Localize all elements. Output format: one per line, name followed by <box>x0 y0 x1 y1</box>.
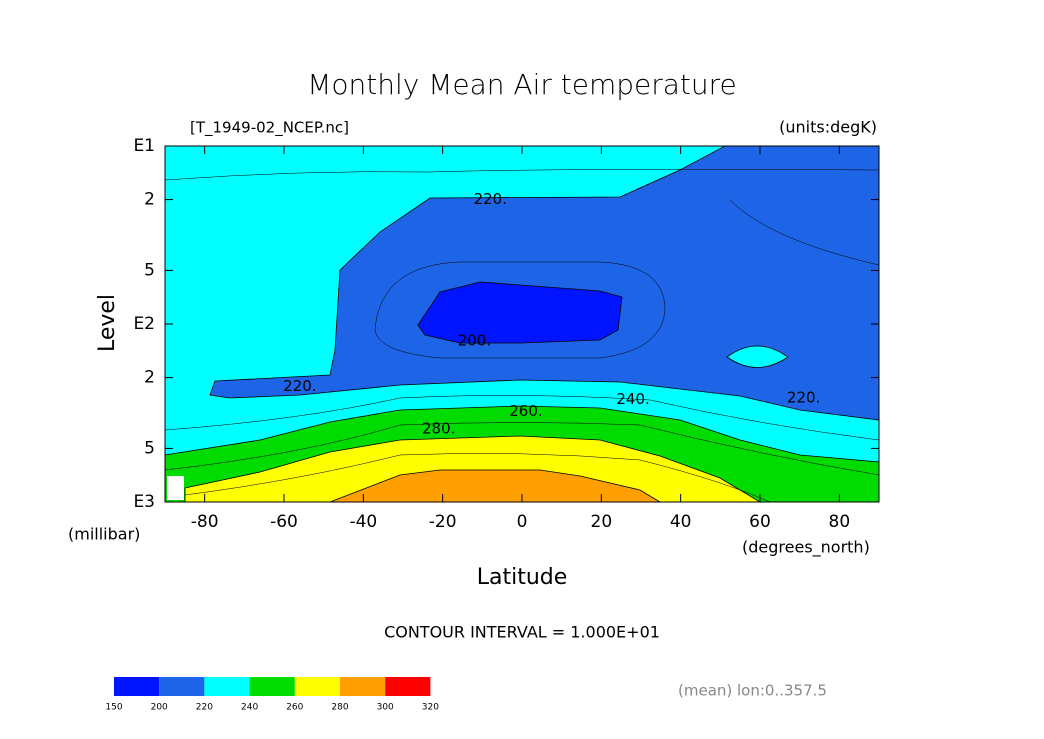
colorbar-label: 220 <box>196 703 213 713</box>
x-tick-label: 80 <box>829 512 851 532</box>
contour-line <box>164 169 880 181</box>
x-tick-label: -20 <box>429 512 457 532</box>
x-tick-label: 20 <box>591 512 613 532</box>
x-tick-label: 60 <box>749 512 771 532</box>
y-tick-label: 5 <box>144 438 155 458</box>
colorbar-label: 280 <box>331 703 348 713</box>
contour-line <box>164 395 880 441</box>
colorbar-swatch <box>340 677 386 696</box>
contour-label: 220. <box>474 190 507 208</box>
contour-label: 240. <box>616 390 649 408</box>
y-axis-label: Level <box>95 294 120 352</box>
x-tick-label: 40 <box>670 512 692 532</box>
contour-label: 260. <box>509 402 542 420</box>
y-tick-label: 2 <box>144 190 155 210</box>
chart-title: Monthly Mean Air temperature <box>307 68 737 101</box>
footer: CONTOUR INTERVAL = 1.000E+01 <box>384 623 660 642</box>
colorbar-label: 240 <box>241 703 258 713</box>
colorbar-swatch <box>294 677 340 696</box>
contour-region <box>726 345 789 368</box>
colorbar-label: 260 <box>286 703 303 713</box>
missing-data <box>167 476 184 500</box>
x-tick-label: -80 <box>191 512 219 532</box>
subtitle-right: (units:degK) <box>779 118 877 137</box>
contour-plot: 220. 200. 220. 240. 260. 280. 220. <box>164 145 880 503</box>
contour-line <box>374 261 666 359</box>
contour-label: 200. <box>458 332 491 350</box>
note: (mean) lon:0..357.5 <box>678 682 827 700</box>
y-tick-label: E3 <box>133 492 155 512</box>
y-tick-label: 2 <box>144 368 155 388</box>
y-units: (millibar) <box>68 525 140 544</box>
x-tick-label: 0 <box>517 512 528 532</box>
contour-line <box>164 422 880 476</box>
colorbar-swatch <box>249 677 295 696</box>
y-tick-label: 5 <box>144 260 155 280</box>
x-tick-label: -40 <box>349 512 377 532</box>
x-units: (degrees_north) <box>742 538 870 558</box>
colorbar-label: 300 <box>377 703 394 713</box>
contour-region <box>417 281 623 344</box>
colorbar-swatch <box>385 677 431 696</box>
colorbar-label: 320 <box>422 703 439 713</box>
colorbar-label: 200 <box>151 703 168 713</box>
contour-line <box>184 453 771 503</box>
colorbar-swatch <box>159 677 205 696</box>
colorbar-label: 150 <box>105 703 122 713</box>
x-axis-label: Latitude <box>477 565 568 590</box>
colorbar-swatch <box>114 677 160 696</box>
contour-line <box>729 199 880 266</box>
subtitle-left: [T_1949-02_NCEP.nc] <box>190 119 349 138</box>
colorbar-swatch <box>204 677 250 696</box>
contour-label: 280. <box>422 420 455 438</box>
y-tick-label: E2 <box>133 314 155 334</box>
contour-region <box>329 469 662 503</box>
x-tick-label: -60 <box>270 512 298 532</box>
contour-label: 220. <box>787 388 820 406</box>
contour-label: 220. <box>283 377 316 395</box>
y-tick-label: E1 <box>133 136 155 156</box>
